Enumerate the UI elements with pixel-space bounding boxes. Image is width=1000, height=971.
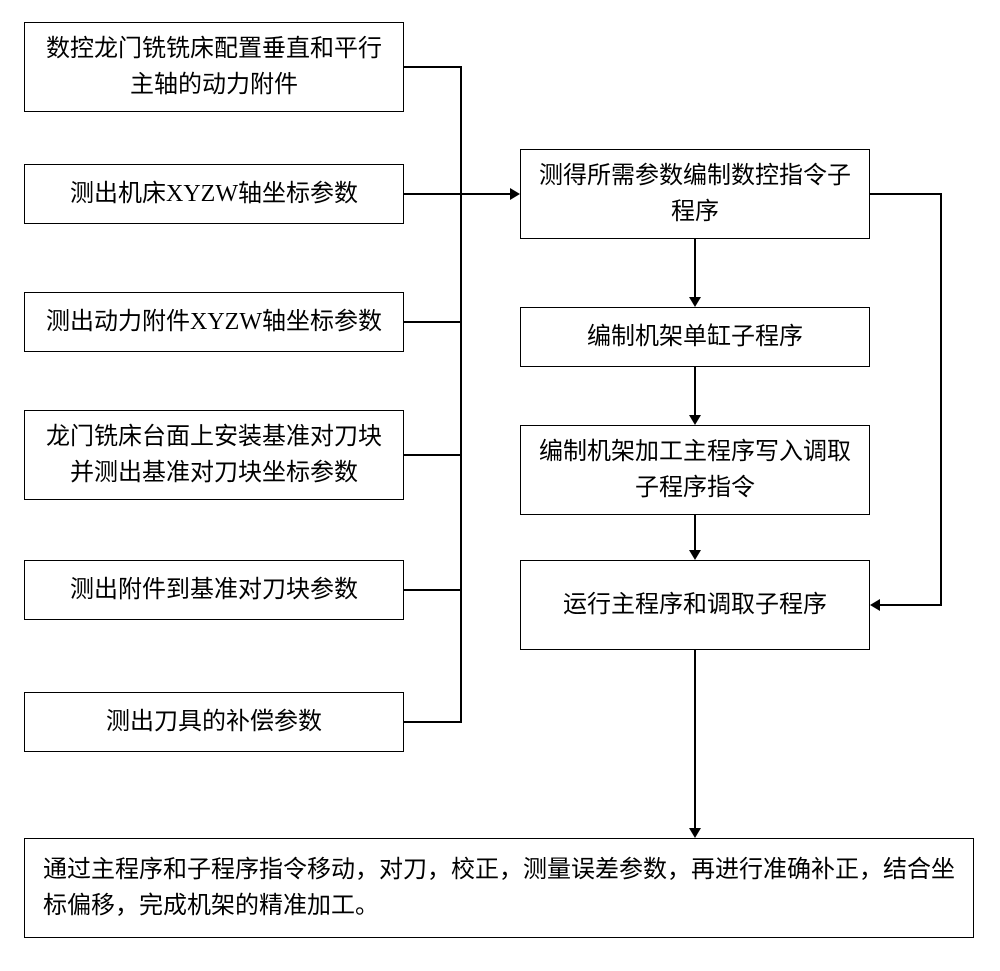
- connector: [404, 454, 462, 456]
- node-text: 通过主程序和子程序指令移动，对刀，校正，测量误差参数，再进行准确补正，结合坐标偏…: [43, 852, 955, 924]
- node-run-program: 运行主程序和调取子程序: [520, 560, 870, 650]
- connector: [694, 650, 696, 828]
- node-text: 测出刀具的补偿参数: [106, 704, 322, 740]
- node-text: 测出机床XYZW轴坐标参数: [70, 176, 358, 212]
- arrowhead: [689, 297, 701, 307]
- connector: [404, 589, 462, 591]
- arrowhead: [510, 188, 520, 200]
- arrowhead: [689, 550, 701, 560]
- node-main-program: 编制机架加工主程序写入调取子程序指令: [520, 425, 870, 515]
- node-measure-attachment: 测出动力附件XYZW轴坐标参数: [24, 292, 404, 352]
- node-text: 编制机架加工主程序写入调取子程序指令: [533, 434, 857, 506]
- node-text: 编制机架单缸子程序: [587, 319, 803, 355]
- node-install-reference: 龙门铣床台面上安装基准对刀块并测出基准对刀块坐标参数: [24, 410, 404, 500]
- connector: [694, 367, 696, 415]
- connector: [404, 193, 462, 195]
- node-measure-tool-comp: 测出刀具的补偿参数: [24, 692, 404, 752]
- node-compile-subroutine: 测得所需参数编制数控指令子程序: [520, 149, 870, 239]
- connector-bus: [460, 66, 462, 723]
- node-config-machine: 数控龙门铣铣床配置垂直和平行主轴的动力附件: [24, 22, 404, 112]
- connector: [404, 721, 462, 723]
- connector: [460, 193, 510, 195]
- node-measure-xyzw: 测出机床XYZW轴坐标参数: [24, 164, 404, 224]
- connector: [694, 239, 696, 297]
- node-measure-attachment-ref: 测出附件到基准对刀块参数: [24, 560, 404, 620]
- connector: [404, 321, 462, 323]
- node-text: 测出动力附件XYZW轴坐标参数: [46, 304, 382, 340]
- connector: [940, 193, 942, 604]
- node-text: 测出附件到基准对刀块参数: [70, 572, 358, 608]
- connector: [694, 515, 696, 550]
- node-text: 数控龙门铣铣床配置垂直和平行主轴的动力附件: [37, 31, 391, 103]
- node-text: 测得所需参数编制数控指令子程序: [533, 158, 857, 230]
- connector: [880, 604, 942, 606]
- arrowhead: [689, 828, 701, 838]
- arrowhead: [689, 415, 701, 425]
- node-text: 运行主程序和调取子程序: [563, 587, 827, 623]
- connector: [870, 193, 942, 195]
- node-single-cylinder: 编制机架单缸子程序: [520, 307, 870, 367]
- arrowhead: [870, 599, 880, 611]
- node-text: 龙门铣床台面上安装基准对刀块并测出基准对刀块坐标参数: [37, 419, 391, 491]
- node-final-process: 通过主程序和子程序指令移动，对刀，校正，测量误差参数，再进行准确补正，结合坐标偏…: [24, 838, 974, 938]
- connector: [404, 66, 462, 68]
